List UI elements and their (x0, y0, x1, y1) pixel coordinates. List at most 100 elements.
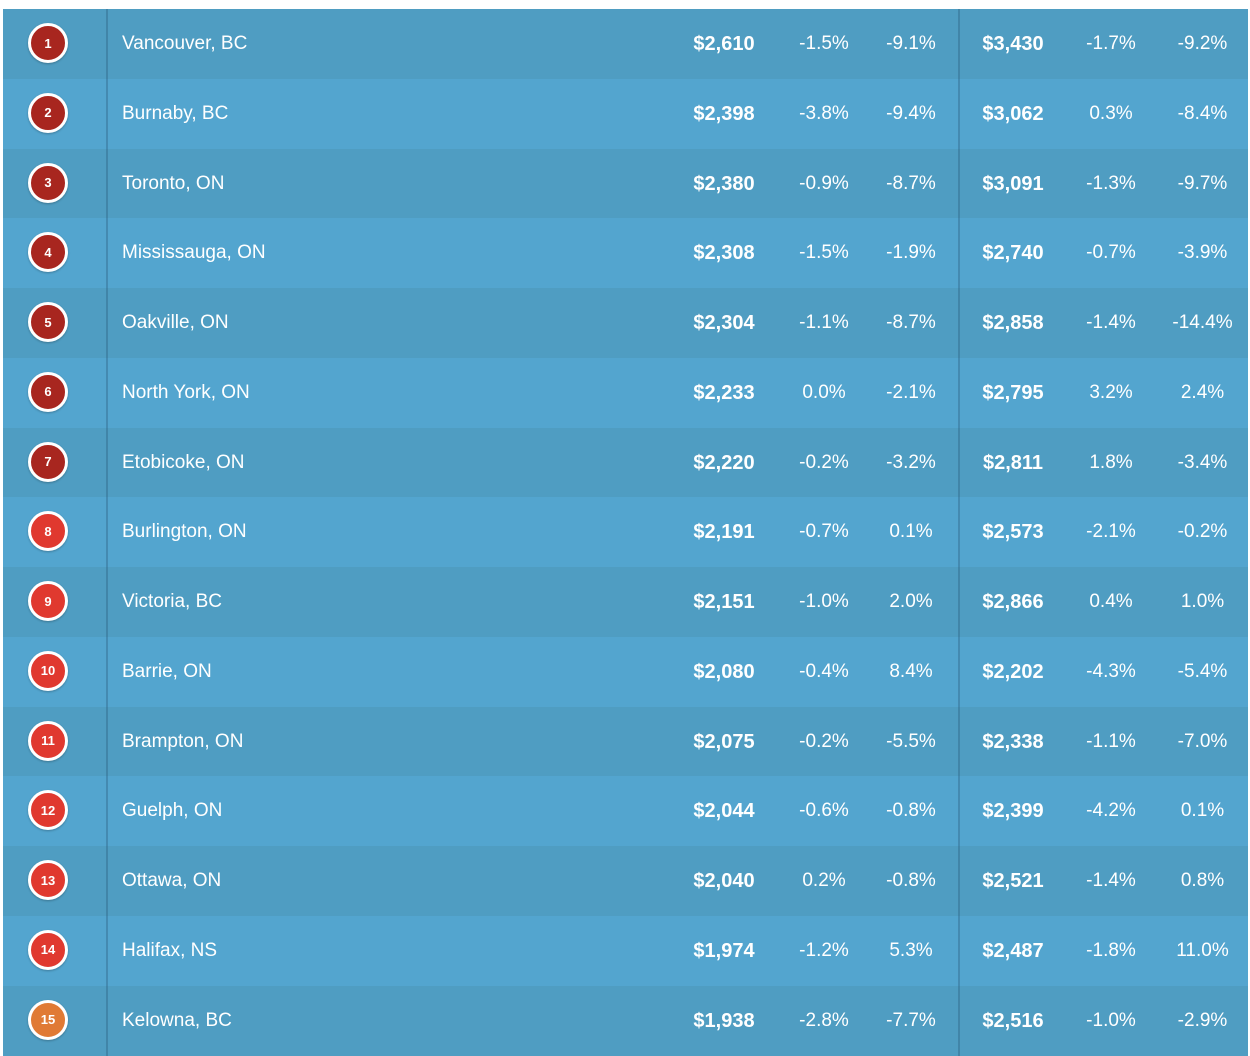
table-row: 13 Ottawa, ON $2,040 0.2% -0.8% $2,521 -1.4% 0.… (3, 846, 1248, 916)
two-bed-price: $2,795 (982, 381, 1044, 404)
two-bed-price: $2,487 (982, 939, 1044, 962)
one-bed-price: $2,191 (693, 521, 755, 544)
one-bed-monthly-change: -2.8% (799, 1009, 849, 1031)
one-bed-monthly-change: -0.6% (799, 800, 849, 822)
two-bed-yearly-change: 0.8% (1180, 870, 1225, 891)
two-bed-yearly-change: -14.4% (1172, 312, 1233, 333)
one-bed-price: $2,380 (693, 172, 755, 195)
rank-cell: 3 (3, 149, 106, 219)
rank-badge: 2 (28, 92, 68, 133)
rank-badge: 11 (28, 720, 68, 761)
rank-cell: 8 (3, 497, 106, 567)
table-row: 2 Burnaby, BC $2,398 -3.8% -9.4% $3,062 0.3% -8… (3, 78, 1248, 149)
two-bed-monthly-change: 0.3% (1089, 102, 1133, 124)
column-divider (106, 148, 108, 219)
two-bed-monthly-change: -1.0% (1086, 1009, 1136, 1031)
two-bed-price: $2,516 (982, 1009, 1044, 1032)
rank-badge: 12 (28, 790, 68, 831)
two-bed-yearly-change: 0.1% (1180, 800, 1225, 822)
one-bed-price: $2,610 (693, 33, 755, 55)
rank-cell: 6 (3, 358, 106, 428)
column-divider (106, 776, 108, 847)
table-row: 5 Oakville, ON $2,304 -1.1% -8.7% $2,858 -1.4%… (3, 288, 1248, 358)
one-bed-yearly-change: 0.1% (889, 521, 933, 543)
two-bed-price: $2,573 (982, 521, 1044, 544)
column-divider (106, 357, 108, 428)
two-bed-price: $3,091 (982, 172, 1044, 195)
one-bed-yearly-change: -5.5% (886, 730, 936, 752)
two-bed-monthly-change: -1.4% (1086, 312, 1136, 333)
city-name: Victoria, BC (122, 591, 222, 612)
column-divider (106, 218, 108, 289)
table-row: 1 Vancouver, BC $2,610 -1.5% -9.1% $3,430 -1.7… (3, 9, 1248, 79)
column-divider (958, 497, 960, 568)
city-name: Brampton, ON (122, 730, 244, 752)
table-row: 9 Victoria, BC $2,151 -1.0% 2.0% $2,866 0.4% 1.… (3, 567, 1248, 637)
two-bed-yearly-change: -3.4% (1177, 451, 1228, 473)
city-name: Mississauga, ON (122, 242, 266, 264)
two-bed-monthly-change: -2.1% (1086, 521, 1136, 543)
one-bed-yearly-change: -1.9% (886, 242, 936, 264)
one-bed-monthly-change: -0.2% (799, 451, 849, 473)
rank-cell: 12 (3, 776, 106, 846)
table-row: 8 Burlington, ON $2,191 -0.7% 0.1% $2,573 -2.1… (3, 497, 1248, 568)
column-divider (958, 636, 960, 707)
one-bed-yearly-change: -8.7% (886, 172, 936, 194)
column-divider (106, 985, 108, 1056)
rank-cell: 4 (3, 218, 106, 288)
one-bed-price: $2,044 (693, 800, 755, 823)
column-divider (106, 706, 108, 777)
rank-badge: 3 (28, 162, 68, 203)
column-divider (106, 9, 108, 79)
two-bed-monthly-change: -1.1% (1086, 730, 1136, 752)
column-divider (106, 915, 108, 986)
two-bed-yearly-change: -8.4% (1177, 102, 1228, 124)
two-bed-yearly-change: -9.2% (1177, 33, 1228, 54)
column-divider (958, 567, 960, 637)
two-bed-monthly-change: -1.4% (1086, 870, 1136, 891)
two-bed-price: $2,202 (982, 660, 1044, 683)
one-bed-price: $2,040 (693, 870, 755, 892)
table-row: 11 Brampton, ON $2,075 -0.2% -5.5% $2,338 -1.1… (3, 706, 1248, 777)
column-divider (958, 915, 960, 986)
one-bed-price: $2,304 (693, 312, 755, 334)
column-divider (958, 288, 960, 358)
table-row: 14 Halifax, NS $1,974 -1.2% 5.3% $2,487 -1.8% 1… (3, 915, 1248, 986)
two-bed-yearly-change: 2.4% (1180, 381, 1225, 403)
one-bed-monthly-change: -3.8% (799, 102, 849, 124)
city-name: Halifax, NS (122, 939, 218, 961)
two-bed-yearly-change: 11.0% (1176, 939, 1229, 961)
city-name: Vancouver, BC (122, 33, 248, 54)
one-bed-monthly-change: -1.5% (799, 33, 849, 54)
rank-badge: 8 (28, 511, 68, 552)
column-divider (106, 567, 108, 637)
one-bed-yearly-change: 2.0% (889, 591, 933, 612)
rank-badge: 9 (28, 581, 68, 621)
two-bed-price: $3,062 (982, 102, 1044, 125)
rank-cell: 9 (3, 567, 106, 637)
column-divider (958, 706, 960, 777)
table-row: 12 Guelph, ON $2,044 -0.6% -0.8% $2,399 -4.2% 0… (3, 776, 1248, 847)
two-bed-monthly-change: -1.7% (1086, 33, 1136, 54)
two-bed-yearly-change: -5.4% (1177, 660, 1228, 682)
two-bed-yearly-change: 1.0% (1180, 591, 1225, 612)
rank-badge: 1 (28, 23, 68, 63)
two-bed-price: $2,740 (982, 242, 1044, 265)
two-bed-monthly-change: 3.2% (1089, 381, 1133, 403)
one-bed-yearly-change: -9.1% (886, 33, 936, 54)
column-divider (958, 776, 960, 847)
city-name: Ottawa, ON (122, 870, 222, 891)
one-bed-yearly-change: -2.1% (886, 381, 936, 403)
column-divider (958, 846, 960, 916)
table-row: 7 Etobicoke, ON $2,220 -0.2% -3.2% $2,811 1.8%… (3, 427, 1248, 498)
city-name: Etobicoke, ON (122, 451, 245, 473)
rank-badge: 4 (28, 232, 68, 273)
table-row: 10 Barrie, ON $2,080 -0.4% 8.4% $2,202 -4.3% -5… (3, 636, 1248, 707)
one-bed-monthly-change: -1.2% (799, 939, 849, 961)
one-bed-monthly-change: -0.4% (799, 660, 849, 682)
rank-cell: 10 (3, 637, 106, 707)
rank-cell: 14 (3, 916, 106, 986)
one-bed-yearly-change: 8.4% (889, 660, 933, 682)
rank-badge: 15 (28, 999, 68, 1040)
rank-badge: 5 (28, 302, 68, 342)
